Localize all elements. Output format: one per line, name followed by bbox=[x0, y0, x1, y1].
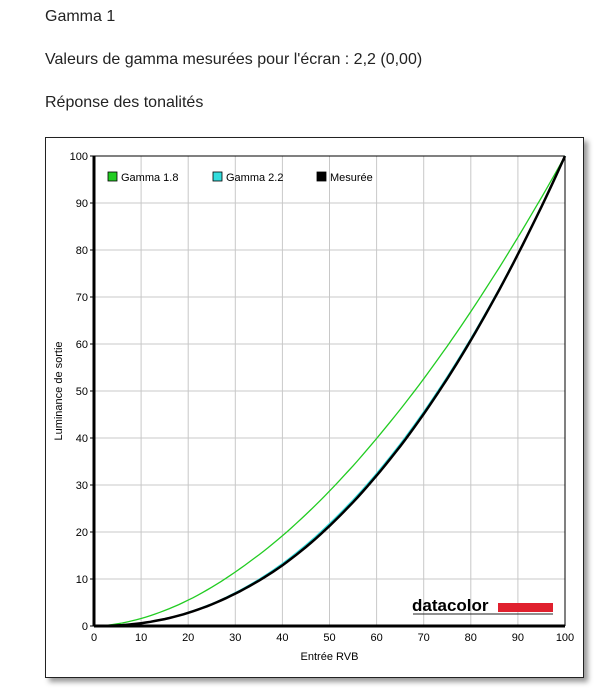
y-tick-label: 20 bbox=[76, 527, 88, 539]
y-tick-label: 90 bbox=[76, 198, 88, 210]
y-tick-label: 70 bbox=[76, 292, 88, 304]
x-tick-label: 40 bbox=[276, 632, 288, 644]
x-tick-label: 20 bbox=[182, 632, 194, 644]
x-tick-label: 100 bbox=[556, 632, 574, 644]
x-tick-label: 0 bbox=[91, 632, 97, 644]
y-tick-label: 100 bbox=[70, 151, 88, 163]
legend-swatch bbox=[316, 171, 327, 182]
x-axis-label: Entrée RVB bbox=[301, 651, 359, 663]
heading: Gamma 1 bbox=[45, 8, 116, 25]
y-tick-label: 10 bbox=[76, 574, 88, 586]
y-tick-label: 30 bbox=[76, 480, 88, 492]
y-tick-label: 60 bbox=[76, 339, 88, 351]
series-line-3 bbox=[94, 155, 567, 628]
x-tick-label: 80 bbox=[465, 632, 477, 644]
y-axis-label: Luminance de sortie bbox=[53, 341, 65, 440]
x-tick-label: 50 bbox=[323, 632, 335, 644]
x-tick-label: 10 bbox=[135, 632, 147, 644]
legend-swatch bbox=[212, 171, 223, 182]
x-tick-label: 70 bbox=[418, 632, 430, 644]
section-title: Réponse des tonalités bbox=[45, 94, 204, 111]
gamma-values: Valeurs de gamma mesurées pour l'écran :… bbox=[45, 51, 423, 68]
legend-label: Gamma 1.8 bbox=[121, 172, 178, 184]
legend-swatch bbox=[107, 171, 118, 182]
y-tick-label: 40 bbox=[76, 433, 88, 445]
chart-frame bbox=[45, 137, 584, 678]
y-tick-label: 80 bbox=[76, 245, 88, 257]
series-line-1 bbox=[93, 155, 566, 627]
legend-label: Gamma 2.2 bbox=[226, 172, 283, 184]
legend-label: Mesurée bbox=[330, 172, 373, 184]
datacolor-logo: datacolor bbox=[412, 596, 489, 615]
x-tick-label: 30 bbox=[229, 632, 241, 644]
datacolor-logo-bar bbox=[498, 603, 553, 612]
x-tick-label: 90 bbox=[512, 632, 524, 644]
y-tick-label: 0 bbox=[82, 621, 88, 633]
x-tick-label: 60 bbox=[370, 632, 382, 644]
y-tick-label: 50 bbox=[76, 386, 88, 398]
